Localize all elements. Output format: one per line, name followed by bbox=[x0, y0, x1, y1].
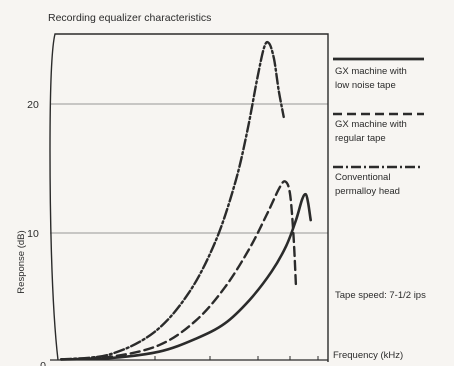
series-line-solid bbox=[59, 192, 312, 361]
series-layer bbox=[59, 40, 312, 361]
y-tick-10: 10 bbox=[27, 228, 39, 240]
tape-speed-note: Tape speed: 7-1/2 ips bbox=[335, 290, 426, 301]
series-line-dash-dot bbox=[59, 40, 285, 361]
legend-label-low-noise-line1: GX machine with bbox=[335, 66, 407, 77]
y-tick-20: 20 bbox=[27, 99, 39, 111]
y-tick-0: 0 bbox=[40, 360, 46, 366]
series-line-dashed bbox=[59, 180, 298, 361]
x-axis-label: Frequency (kHz) bbox=[333, 350, 403, 361]
legend-label-permalloy-line2: permalloy head bbox=[335, 186, 400, 197]
legend-label-regular-line1: GX machine with bbox=[335, 119, 407, 130]
y-axis-label: Response (dB) bbox=[16, 230, 27, 293]
legend: GX machine with low noise tape GX machin… bbox=[333, 57, 424, 197]
legend-label-regular-line2: regular tape bbox=[335, 133, 386, 144]
plot-area-frame bbox=[49, 33, 329, 362]
legend-label-permalloy-line1: Conventional bbox=[335, 172, 390, 183]
legend-label-low-noise-line2: low noise tape bbox=[335, 80, 396, 91]
chart-title: Recording equalizer characteristics bbox=[48, 12, 211, 24]
